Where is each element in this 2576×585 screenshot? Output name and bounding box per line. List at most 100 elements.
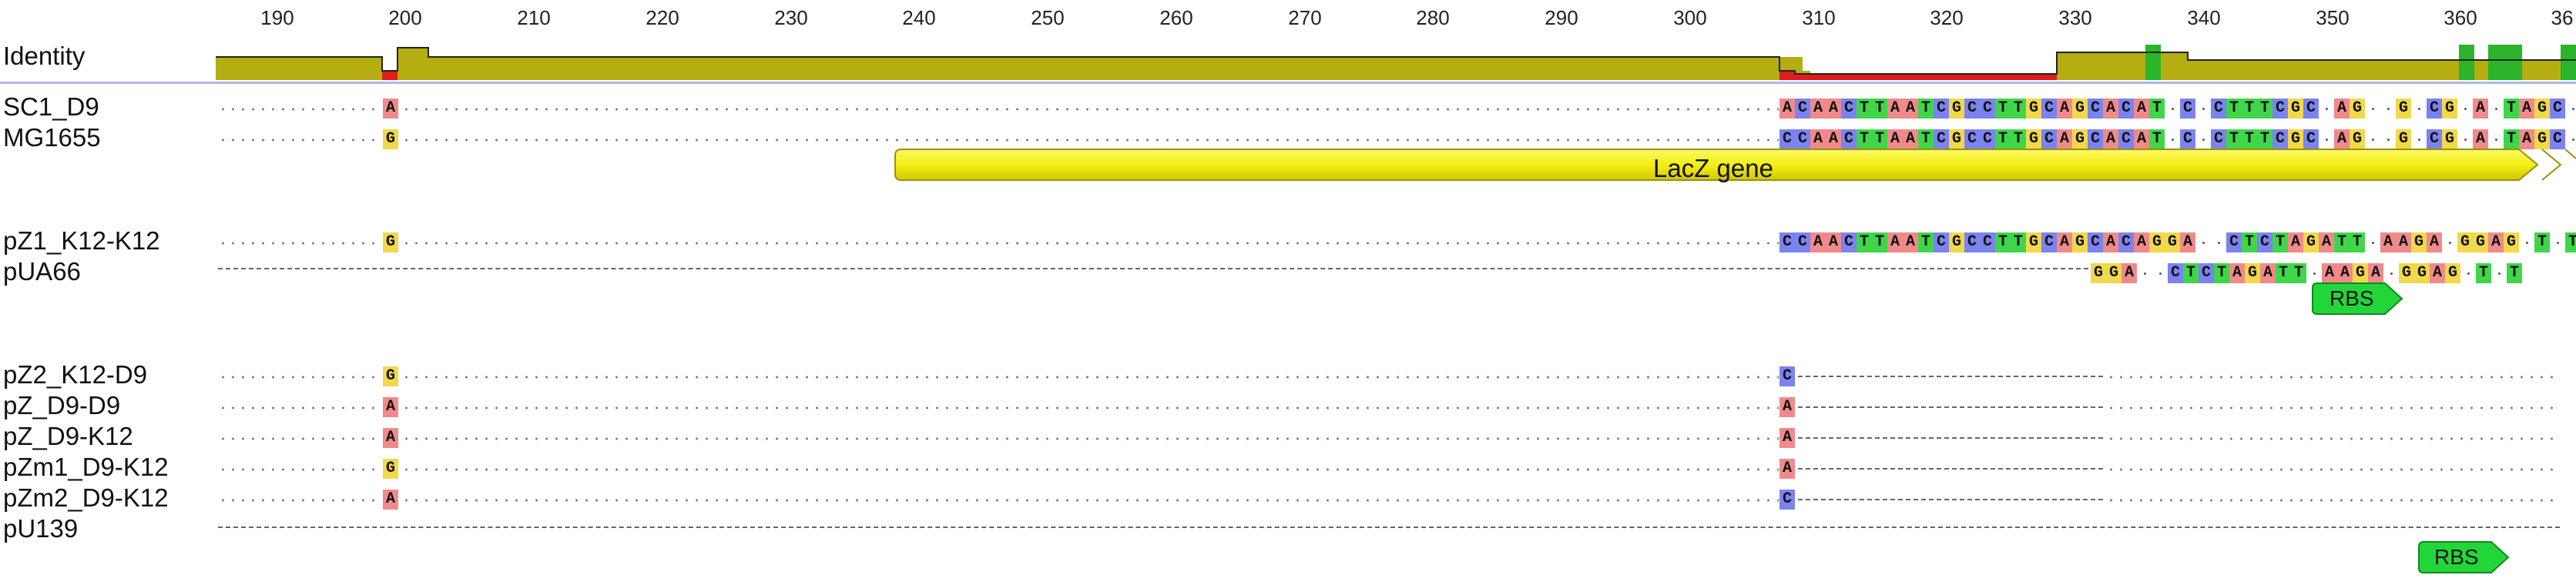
ruler-tick: 320 [1930, 6, 1964, 29]
identity-bar-full [2561, 45, 2576, 80]
nucleotide: T [1857, 129, 1872, 149]
gap-cell [2380, 129, 2396, 149]
nucleotide: T [2011, 232, 2026, 252]
gap-cell [2195, 129, 2211, 149]
nucleotide: A [1810, 99, 1826, 119]
sequence-label-pu139[interactable]: pU139 [3, 514, 79, 543]
ruler-tick: 220 [646, 6, 679, 29]
nucleotide: A [2103, 129, 2118, 149]
nucleotide: T [2476, 263, 2491, 283]
gap-dots [218, 499, 380, 502]
ruler-tick: 190 [260, 6, 294, 29]
nucleotide: C [2550, 129, 2565, 149]
nucleotide: A [2057, 99, 2072, 119]
base-200: A [383, 490, 398, 510]
sequence-label-pzm1-d9-k12[interactable]: pZm1_D9-K12 [3, 453, 169, 481]
nucleotide: A [2103, 232, 2118, 252]
position-ruler[interactable]: 190 200 210 220 230 240 250 260 270 280 … [0, 0, 2576, 37]
nucleotide: C [2168, 263, 2183, 283]
nucleotide: C [1964, 129, 1980, 149]
gap-dots [401, 406, 1779, 410]
sequence-label-pz-d9-k12[interactable]: pZ_D9-K12 [3, 422, 133, 450]
sequence-label-pz1-k12-k12[interactable]: pZ1_K12-K12 [3, 226, 160, 255]
nucleotide: T [2507, 263, 2522, 283]
gap-dots [218, 406, 380, 410]
nucleotide: C [1934, 99, 1949, 119]
nucleotide: A [2380, 232, 2396, 252]
gap-cell [2488, 99, 2504, 119]
nucleotide: A [2334, 99, 2350, 119]
nucleotide: G [1949, 232, 1964, 252]
gap-dots [218, 468, 380, 471]
nucleotide: C [2041, 129, 2057, 149]
nucleotide: A [1903, 129, 1918, 149]
gap-dots [401, 139, 1779, 142]
ruler-tick: 300 [1673, 6, 1707, 29]
nucleotide: T [2504, 99, 2519, 119]
nucleotide: A [2288, 232, 2303, 252]
ruler-tick: 330 [2058, 6, 2092, 29]
base-306: A [1779, 428, 1795, 448]
nucleotide: A [2519, 129, 2534, 149]
gap-cell [2365, 232, 2380, 252]
gap-dashes [1798, 376, 2103, 377]
nucleotide: C [1980, 232, 1995, 252]
nucleotide: A [2473, 129, 2488, 149]
gap-cell [2365, 129, 2380, 149]
gap-dots [218, 437, 380, 440]
gap-cell [2137, 263, 2152, 283]
rbs-annotation-1[interactable] [2311, 282, 2403, 316]
nucleotide: G [2288, 99, 2303, 119]
gap-dots [2106, 376, 2561, 379]
gap-cell [2306, 263, 2322, 283]
nucleotide: C [2041, 232, 2057, 252]
lacz-gene-annotation[interactable] [894, 146, 2576, 183]
identity-bar-full [2488, 45, 2522, 80]
gap-cell [2380, 99, 2396, 119]
sequence-label-pz-d9-d9[interactable]: pZ_D9-D9 [3, 391, 121, 420]
nucleotide: C [2041, 99, 2057, 119]
nucleotide: A [2229, 263, 2245, 283]
base-200: G [383, 459, 398, 479]
nucleotide: G [2457, 232, 2473, 252]
ruler-tick: 230 [774, 6, 808, 29]
nucleotide: A [2427, 232, 2442, 252]
nucleotide: C [2180, 129, 2195, 149]
gap-cell [2411, 129, 2427, 149]
identity-separator [0, 82, 2576, 84]
nucleotide: A [1903, 99, 1918, 119]
gap-cell [2195, 99, 2211, 119]
nucleotide: A [2122, 263, 2137, 283]
nucleotide: T [1995, 129, 2011, 149]
identity-bar-low [1787, 74, 2057, 80]
gap-dots [401, 437, 1779, 440]
gap-dots [2106, 406, 2561, 410]
nucleotide: T [2534, 232, 2550, 252]
nucleotide: G [2534, 129, 2550, 149]
gap-cell [2460, 263, 2476, 283]
nucleotide: G [2303, 232, 2319, 252]
nucleotide: C [2303, 129, 2319, 149]
sequence-label-sc1-d9[interactable]: SC1_D9 [3, 92, 99, 121]
nucleotide: C [2088, 99, 2103, 119]
nucleotide: C [2088, 232, 2103, 252]
nucleotide: A [1826, 99, 1841, 119]
sequence-label-pua66[interactable]: pUA66 [3, 257, 81, 286]
sequence-label-mg1655[interactable]: MG1655 [3, 123, 101, 152]
nucleotide: G [2026, 129, 2041, 149]
nucleotide: A [1810, 129, 1826, 149]
sequence-label-pz2-k12-d9[interactable]: pZ2_K12-D9 [3, 360, 148, 389]
nucleotide: T [2257, 129, 2272, 149]
sequence-label-pzm2-d9-k12[interactable]: pZm2_D9-K12 [3, 483, 169, 512]
nucleotide: A [2488, 232, 2504, 252]
gap-dashes [218, 526, 2560, 528]
nucleotide: T [2350, 232, 2365, 252]
rbs-annotation-2[interactable] [2417, 540, 2510, 574]
ruler-tick: 340 [2187, 6, 2221, 29]
ruler-tick: 270 [1288, 6, 1322, 29]
identity-bar-mid [2057, 52, 2188, 80]
gap-cell [2491, 263, 2507, 283]
nucleotide: C [2272, 129, 2288, 149]
nucleotide: C [2118, 129, 2134, 149]
